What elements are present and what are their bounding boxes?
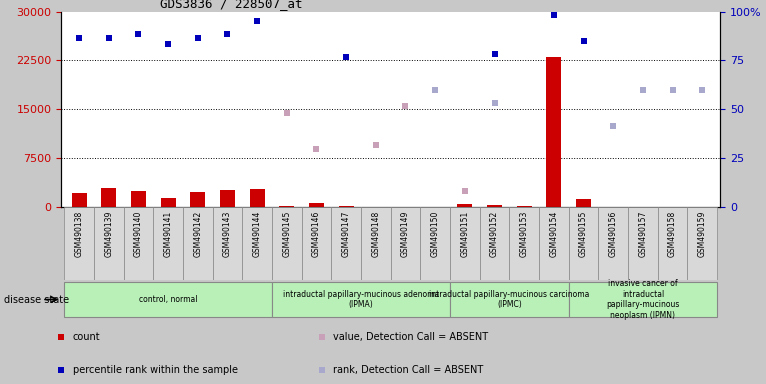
Text: GSM490154: GSM490154 bbox=[549, 211, 558, 257]
Text: GSM490155: GSM490155 bbox=[579, 211, 588, 257]
Text: GSM490151: GSM490151 bbox=[460, 211, 470, 257]
FancyBboxPatch shape bbox=[658, 207, 687, 280]
Bar bbox=[517, 206, 532, 207]
Text: GSM490140: GSM490140 bbox=[134, 211, 143, 257]
Text: GSM490145: GSM490145 bbox=[283, 211, 291, 257]
FancyBboxPatch shape bbox=[450, 207, 480, 280]
Text: percentile rank within the sample: percentile rank within the sample bbox=[73, 365, 237, 375]
FancyBboxPatch shape bbox=[94, 207, 123, 280]
Text: GSM490148: GSM490148 bbox=[372, 211, 381, 257]
Bar bbox=[220, 190, 235, 207]
Text: GSM490156: GSM490156 bbox=[609, 211, 617, 257]
Bar bbox=[131, 191, 146, 207]
FancyBboxPatch shape bbox=[628, 207, 658, 280]
Text: GSM490158: GSM490158 bbox=[668, 211, 677, 257]
FancyBboxPatch shape bbox=[450, 282, 568, 317]
FancyBboxPatch shape bbox=[183, 207, 213, 280]
FancyBboxPatch shape bbox=[153, 207, 183, 280]
Text: intraductal papillary-mucinous adenoma
(IPMA): intraductal papillary-mucinous adenoma (… bbox=[283, 290, 439, 309]
Text: GSM490152: GSM490152 bbox=[490, 211, 499, 257]
Text: GDS3836 / 228507_at: GDS3836 / 228507_at bbox=[160, 0, 303, 10]
FancyBboxPatch shape bbox=[687, 207, 717, 280]
Bar bbox=[546, 57, 561, 207]
Text: GSM490142: GSM490142 bbox=[193, 211, 202, 257]
Text: GSM490144: GSM490144 bbox=[253, 211, 262, 257]
Bar bbox=[161, 197, 175, 207]
Text: GSM490153: GSM490153 bbox=[519, 211, 529, 257]
Bar bbox=[280, 206, 294, 207]
Text: value, Detection Call = ABSENT: value, Detection Call = ABSENT bbox=[333, 332, 489, 342]
Text: disease state: disease state bbox=[4, 295, 69, 305]
Text: GSM490159: GSM490159 bbox=[698, 211, 707, 257]
Bar bbox=[101, 188, 116, 207]
FancyBboxPatch shape bbox=[272, 282, 450, 317]
FancyBboxPatch shape bbox=[272, 207, 302, 280]
Text: intraductal papillary-mucinous carcinoma
(IPMC): intraductal papillary-mucinous carcinoma… bbox=[429, 290, 590, 309]
Text: GSM490146: GSM490146 bbox=[312, 211, 321, 257]
FancyBboxPatch shape bbox=[391, 207, 421, 280]
Text: GSM490149: GSM490149 bbox=[401, 211, 410, 257]
FancyBboxPatch shape bbox=[302, 207, 332, 280]
Bar bbox=[457, 204, 473, 207]
Bar bbox=[191, 192, 205, 207]
Text: GSM490157: GSM490157 bbox=[638, 211, 647, 257]
FancyBboxPatch shape bbox=[509, 207, 539, 280]
Bar bbox=[309, 203, 324, 207]
Text: GSM490138: GSM490138 bbox=[74, 211, 83, 257]
FancyBboxPatch shape bbox=[539, 207, 568, 280]
Text: GSM490143: GSM490143 bbox=[223, 211, 232, 257]
FancyBboxPatch shape bbox=[123, 207, 153, 280]
FancyBboxPatch shape bbox=[598, 207, 628, 280]
Text: invasive cancer of
intraductal
papillary-mucinous
neoplasm (IPMN): invasive cancer of intraductal papillary… bbox=[606, 280, 679, 319]
FancyBboxPatch shape bbox=[64, 207, 94, 280]
FancyBboxPatch shape bbox=[242, 207, 272, 280]
FancyBboxPatch shape bbox=[332, 207, 361, 280]
Text: GSM490150: GSM490150 bbox=[430, 211, 440, 257]
FancyBboxPatch shape bbox=[421, 207, 450, 280]
FancyBboxPatch shape bbox=[213, 207, 242, 280]
Bar bbox=[576, 199, 591, 207]
FancyBboxPatch shape bbox=[480, 207, 509, 280]
Text: GSM490139: GSM490139 bbox=[104, 211, 113, 257]
Text: GSM490147: GSM490147 bbox=[342, 211, 351, 257]
Bar bbox=[72, 193, 87, 207]
FancyBboxPatch shape bbox=[568, 207, 598, 280]
Bar bbox=[250, 189, 264, 207]
Text: control, normal: control, normal bbox=[139, 295, 198, 304]
FancyBboxPatch shape bbox=[568, 282, 717, 317]
Text: GSM490141: GSM490141 bbox=[164, 211, 172, 257]
Text: count: count bbox=[73, 332, 100, 342]
Bar bbox=[487, 205, 502, 207]
FancyBboxPatch shape bbox=[64, 282, 272, 317]
Text: rank, Detection Call = ABSENT: rank, Detection Call = ABSENT bbox=[333, 365, 483, 375]
Bar bbox=[339, 206, 354, 207]
FancyBboxPatch shape bbox=[361, 207, 391, 280]
